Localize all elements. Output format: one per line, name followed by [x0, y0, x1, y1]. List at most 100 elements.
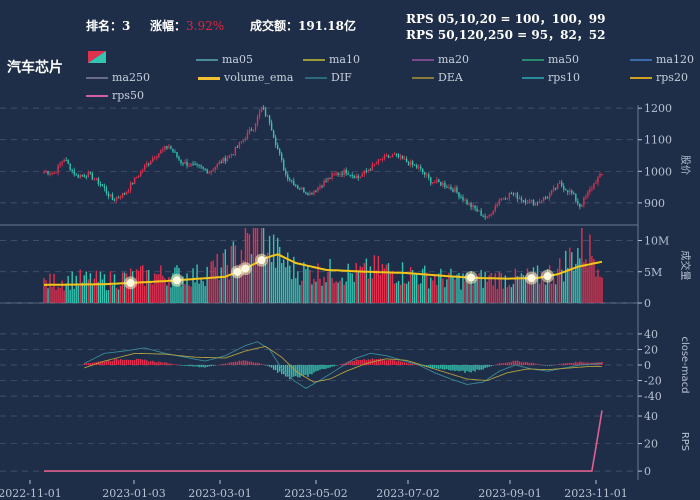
candle-body — [69, 163, 71, 170]
candle-body — [142, 169, 144, 171]
legend-swatch — [198, 76, 220, 80]
candle-body — [484, 216, 486, 218]
candle-body — [524, 200, 527, 203]
legend-item-ma250[interactable]: ma250 — [86, 71, 150, 84]
volume-bar — [242, 260, 245, 303]
volume-bar — [109, 271, 112, 303]
legend-item-rps10[interactable]: rps10 — [522, 71, 580, 84]
legend-item-ma10[interactable]: ma10 — [303, 53, 360, 66]
candle-body — [339, 173, 341, 175]
volume-bar — [589, 234, 591, 303]
macd-hist-bar — [496, 364, 498, 365]
ema-marker — [241, 264, 250, 273]
legend-item-ma50[interactable]: ma50 — [522, 53, 579, 66]
candle-body — [371, 164, 374, 171]
candle-body — [494, 206, 496, 212]
macd-hist-bar — [391, 360, 394, 365]
candle-body — [395, 153, 398, 155]
candle-body — [454, 187, 456, 192]
volume-bar — [206, 266, 208, 303]
candle-body — [464, 199, 466, 201]
legend-item-rps20[interactable]: rps20 — [630, 71, 688, 84]
macd-hist-bar — [581, 361, 583, 365]
volume-bar — [63, 290, 65, 303]
legend-item-ma20[interactable]: ma20 — [412, 53, 469, 66]
candle-body — [190, 163, 192, 166]
macd-hist-bar — [446, 365, 448, 370]
volume-bar — [361, 267, 363, 303]
volume-bar — [369, 266, 372, 303]
legend-item-ma120[interactable]: ma120 — [630, 53, 694, 66]
macd-hist-bar — [321, 365, 323, 369]
macd-hist-bar — [101, 361, 104, 365]
legend-item-ma05[interactable]: ma05 — [196, 53, 253, 66]
volume-bar — [272, 234, 275, 303]
macd-hist-bar — [264, 365, 267, 366]
candle-body — [144, 165, 146, 170]
candle-body — [242, 139, 245, 142]
candle-body — [270, 122, 273, 131]
volume-bar — [422, 268, 424, 303]
volume-bar — [285, 267, 287, 303]
macd-hist-bar — [403, 362, 406, 365]
volume-bar — [218, 280, 220, 303]
candle-body — [512, 193, 515, 195]
macd-hist-bar — [494, 364, 496, 366]
macd-hist-bar — [313, 365, 315, 373]
volume-bar — [569, 247, 571, 303]
volume-bar — [47, 288, 49, 303]
macd-axis-label: close-macd — [679, 336, 690, 393]
candle-body — [482, 215, 484, 217]
volume-bar — [71, 271, 73, 303]
candle-body — [411, 161, 414, 165]
candle-body — [254, 124, 257, 130]
candle-body — [357, 176, 359, 178]
candle-body — [528, 200, 531, 203]
macd-hist-bar — [93, 362, 96, 365]
volume-bar — [478, 273, 480, 303]
legend-item-DIF[interactable]: DIF — [305, 71, 352, 84]
legend-item-DEA[interactable]: DEA — [412, 71, 463, 84]
candle-body — [496, 204, 498, 207]
volume-bar — [210, 261, 212, 303]
candle-body — [77, 175, 79, 178]
candle-body — [210, 170, 212, 173]
volume-bar — [144, 286, 146, 303]
volume-bar — [587, 266, 589, 303]
legend-label: volume_ema — [224, 71, 294, 84]
macd-hist-bar — [428, 365, 430, 367]
candle-body — [170, 146, 172, 149]
sector-title: 汽车芯片 — [7, 60, 63, 76]
macd-hist-bar — [190, 365, 192, 367]
volume-tick-label: 5M — [644, 266, 662, 279]
macd-hist-bar — [228, 362, 231, 365]
macd-hist-bar — [387, 360, 390, 365]
volume-bar — [504, 275, 507, 303]
candle-body — [579, 203, 581, 208]
macd-hist-bar — [470, 365, 472, 373]
candle-body — [387, 155, 390, 158]
legend-item-volume-ema[interactable]: volume_ema — [198, 71, 293, 84]
volume-bar — [591, 256, 593, 303]
candle-body — [577, 201, 579, 204]
candle-body — [268, 115, 271, 123]
volume-bar — [345, 281, 347, 303]
volume-bar — [377, 255, 380, 303]
macd-hist-bar — [83, 363, 85, 365]
candle-body — [359, 176, 361, 178]
candle-body — [297, 185, 299, 189]
volume-bar — [492, 285, 494, 303]
volume-bar — [133, 282, 136, 303]
candle-body — [327, 177, 329, 182]
candle-body — [83, 175, 85, 177]
volume-bar — [542, 281, 545, 303]
macd-hist-bar — [335, 365, 337, 366]
candle-body — [347, 173, 349, 175]
candle-body — [502, 198, 504, 200]
legend-item-rps50[interactable]: rps50 — [86, 89, 144, 102]
macd-hist-bar — [409, 363, 412, 365]
volume-bar — [534, 271, 537, 303]
candle-body — [472, 205, 474, 208]
candle-body — [536, 202, 539, 204]
volume-bar — [476, 276, 478, 303]
